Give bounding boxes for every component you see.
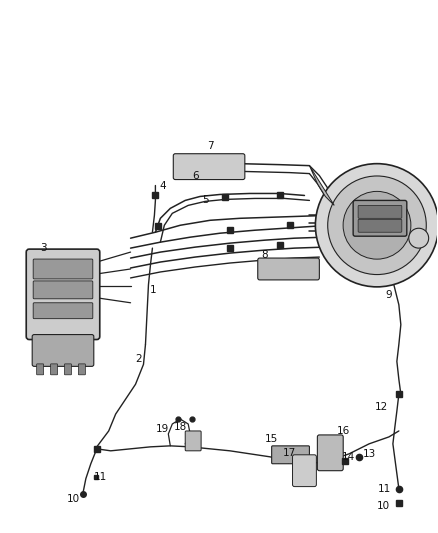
FancyBboxPatch shape [358,205,402,219]
Text: 17: 17 [283,448,296,458]
FancyBboxPatch shape [32,335,94,366]
Text: 10: 10 [67,494,79,504]
FancyBboxPatch shape [318,435,343,471]
Text: 1: 1 [150,285,157,295]
Text: 2: 2 [135,354,142,365]
Text: 13: 13 [362,449,376,459]
FancyBboxPatch shape [64,364,71,375]
Circle shape [315,164,438,287]
FancyBboxPatch shape [26,249,100,340]
FancyBboxPatch shape [33,281,93,299]
Text: 14: 14 [342,452,355,462]
FancyBboxPatch shape [272,446,309,464]
Circle shape [409,228,429,248]
Circle shape [343,191,411,259]
Text: 18: 18 [173,422,187,432]
FancyBboxPatch shape [353,200,407,236]
Text: 8: 8 [261,250,268,260]
FancyBboxPatch shape [33,303,93,319]
Circle shape [328,176,426,274]
Text: 10: 10 [376,502,389,512]
Text: 6: 6 [192,171,198,181]
Text: 3: 3 [40,243,46,253]
FancyBboxPatch shape [358,219,402,232]
FancyBboxPatch shape [50,364,57,375]
FancyBboxPatch shape [37,364,44,375]
Text: 12: 12 [374,402,388,412]
Text: 5: 5 [202,196,208,205]
FancyBboxPatch shape [293,455,316,487]
Text: 4: 4 [159,181,166,190]
Text: 9: 9 [385,290,392,300]
Polygon shape [309,166,334,205]
Text: 19: 19 [156,424,169,434]
Text: 11: 11 [94,472,107,482]
FancyBboxPatch shape [78,364,85,375]
FancyBboxPatch shape [185,431,201,451]
Text: 11: 11 [377,483,391,494]
Text: 7: 7 [207,141,213,151]
FancyBboxPatch shape [33,259,93,279]
Text: 16: 16 [336,426,350,436]
FancyBboxPatch shape [173,154,245,180]
Text: 15: 15 [265,434,278,444]
FancyBboxPatch shape [258,258,319,280]
